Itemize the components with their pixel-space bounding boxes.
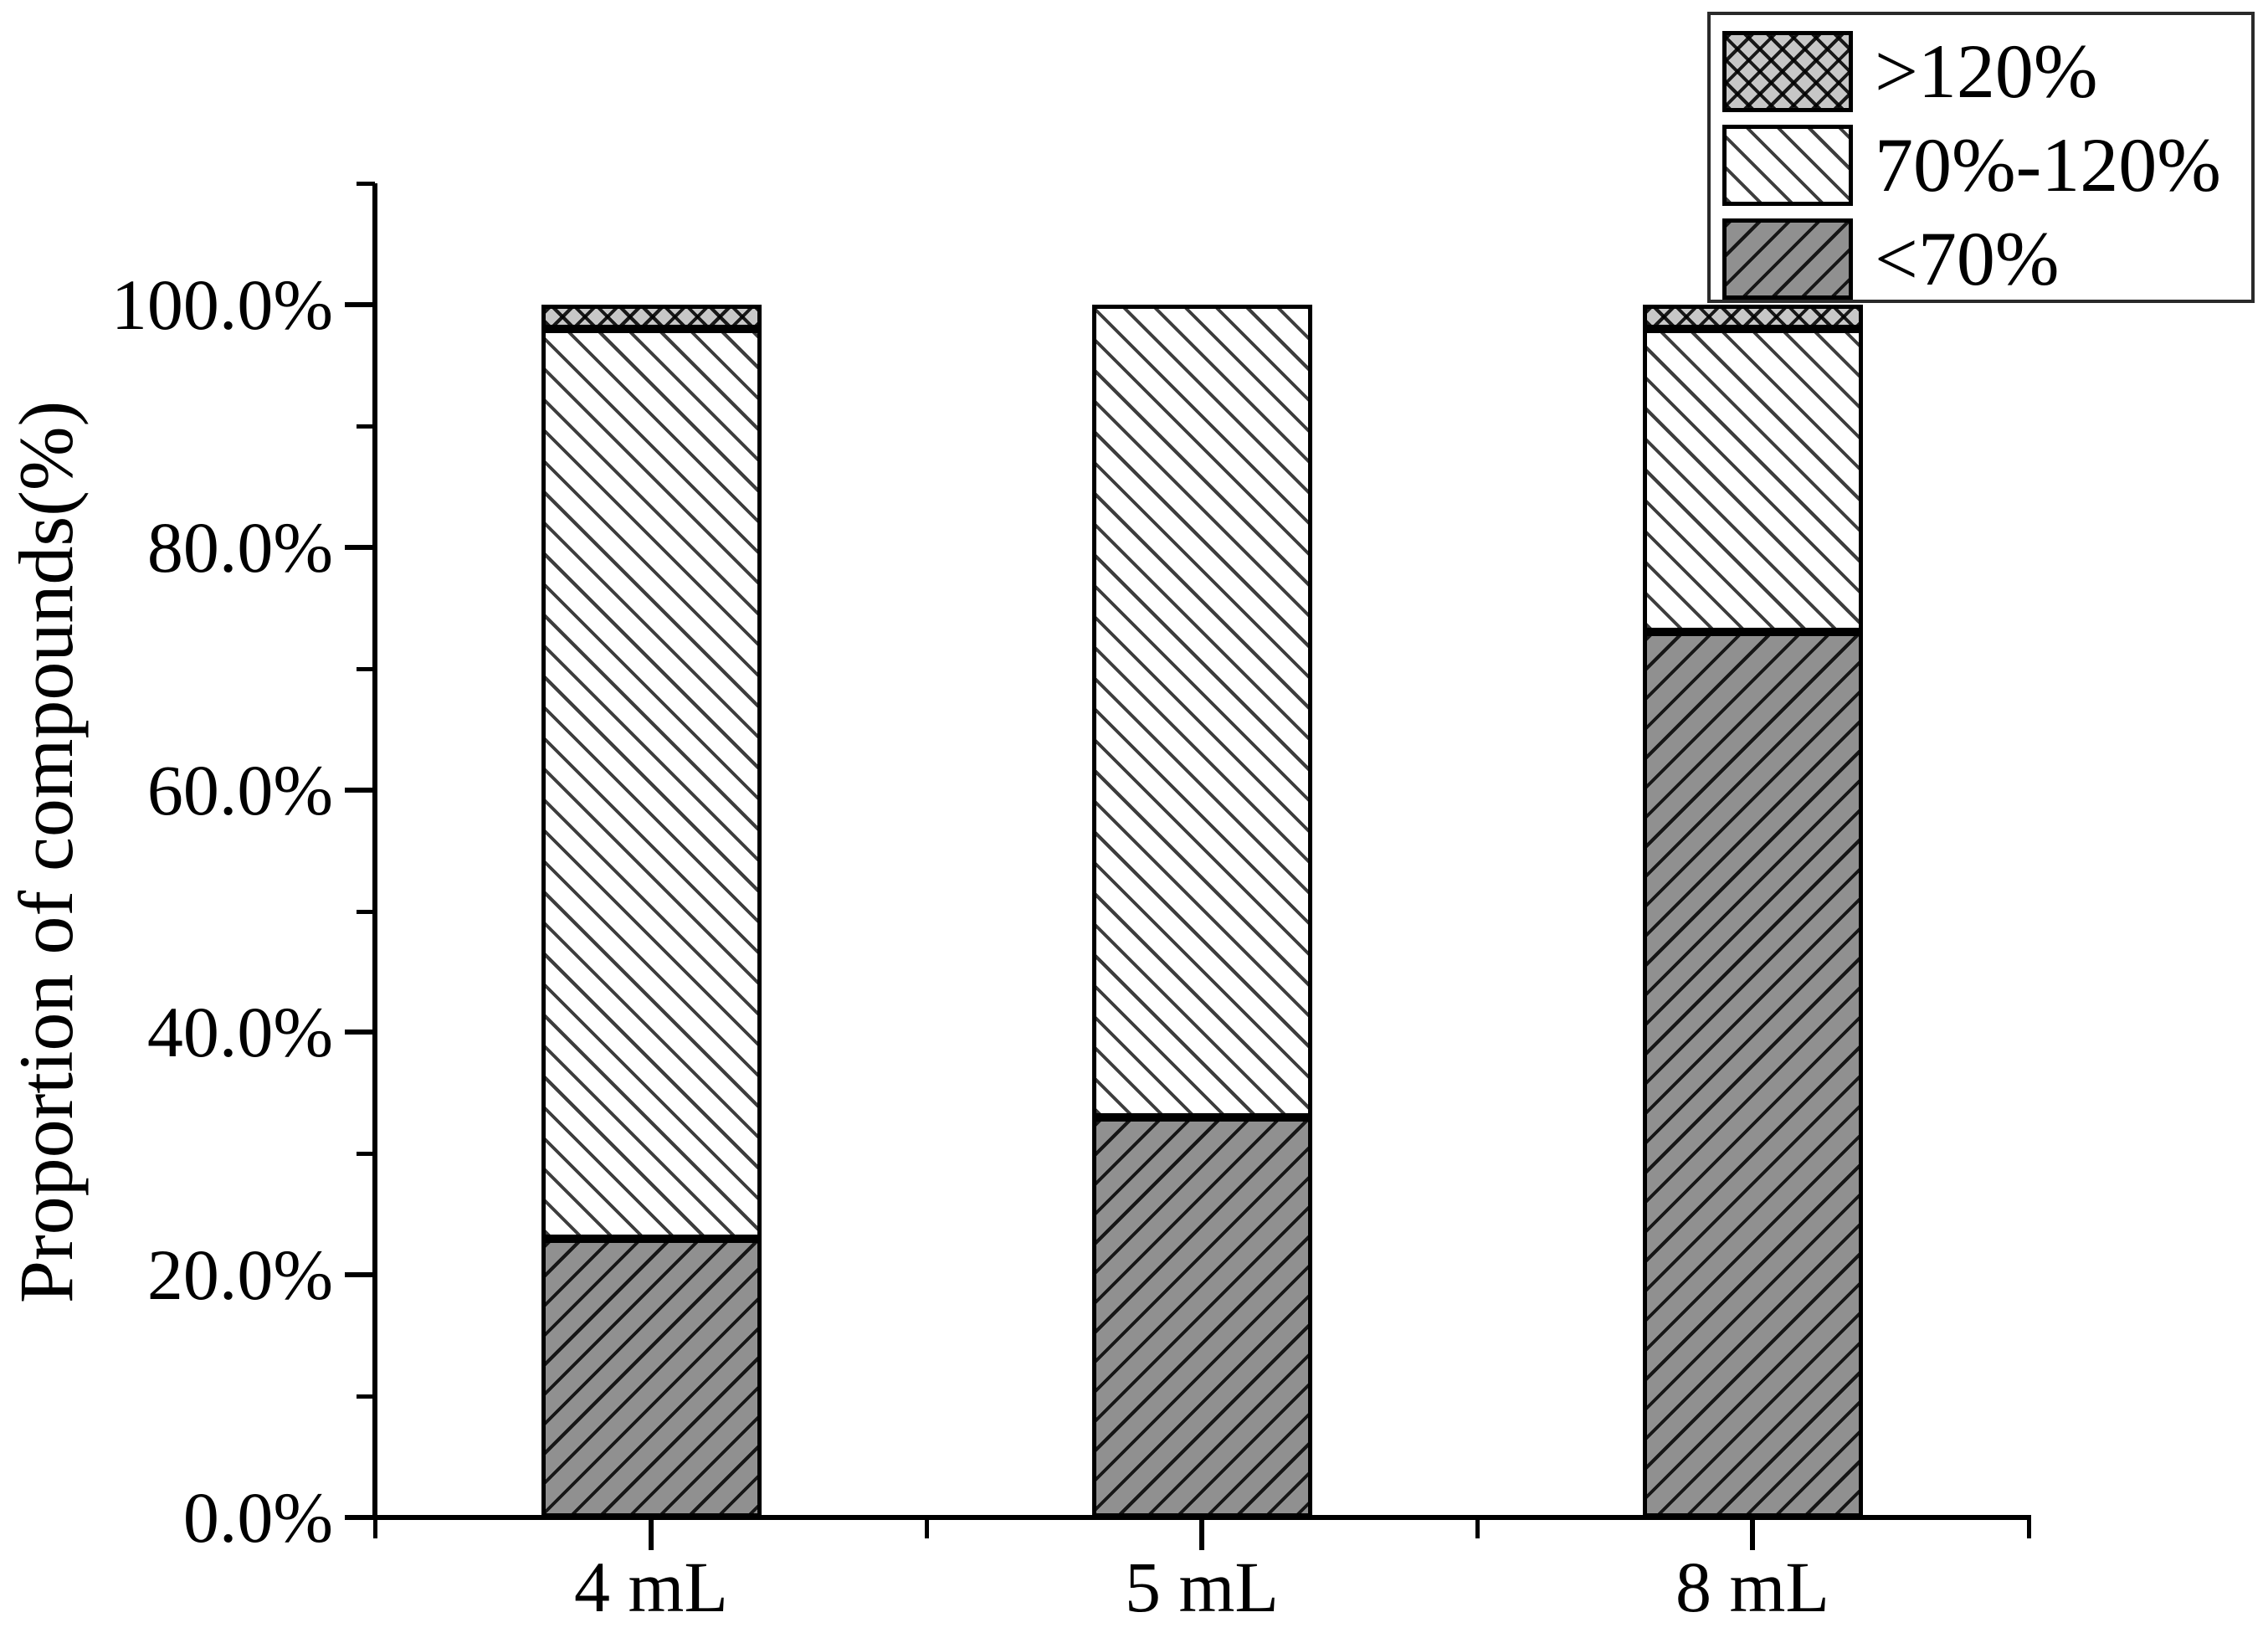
bar-segment-diagonal-down-white bbox=[1642, 328, 1863, 633]
y-tick-label: 80.0% bbox=[146, 506, 333, 588]
x-tick-label: 8 mL bbox=[1675, 1547, 1829, 1627]
y-tick-label: 60.0% bbox=[146, 749, 333, 830]
y-major-tick bbox=[345, 787, 375, 793]
bar-segment-diagonal-down-white bbox=[1091, 305, 1312, 1117]
legend-swatch-crosshatch bbox=[1722, 31, 1853, 112]
y-minor-tick bbox=[357, 1394, 375, 1399]
y-major-tick bbox=[345, 544, 375, 550]
y-minor-tick bbox=[357, 1152, 375, 1157]
y-major-tick bbox=[345, 302, 375, 307]
legend-label-gt120: >120% bbox=[1875, 28, 2098, 114]
bar-segment-diagonal-up-gray bbox=[1642, 632, 1863, 1517]
x-major-tick bbox=[1750, 1520, 1755, 1550]
x-minor-tick bbox=[2026, 1520, 2031, 1538]
y-axis-line bbox=[372, 183, 377, 1520]
x-minor-tick bbox=[1475, 1520, 1480, 1538]
legend-label-70-120: 70%-120% bbox=[1875, 122, 2221, 208]
y-tick-label: 100.0% bbox=[110, 264, 333, 345]
legend-swatch-diagonal-down bbox=[1722, 125, 1853, 206]
y-major-tick bbox=[345, 1272, 375, 1278]
y-tick-label: 0.0% bbox=[182, 1477, 333, 1558]
y-major-tick bbox=[345, 1515, 375, 1520]
y-minor-tick bbox=[357, 424, 375, 429]
bar-segment-diagonal-up-gray bbox=[1091, 1117, 1312, 1517]
bar-segment-diagonal-down-white bbox=[541, 328, 762, 1239]
y-tick-label: 20.0% bbox=[146, 1235, 333, 1316]
bar-segment-diagonal-up-gray bbox=[541, 1238, 762, 1517]
y-major-tick bbox=[345, 1030, 375, 1035]
x-major-tick bbox=[649, 1520, 654, 1550]
x-minor-tick bbox=[924, 1520, 929, 1538]
y-minor-tick bbox=[357, 182, 375, 187]
y-minor-tick bbox=[357, 666, 375, 671]
bar-segment-crosshatch bbox=[1642, 305, 1863, 329]
x-major-tick bbox=[1199, 1520, 1204, 1550]
legend-swatch-diagonal-up bbox=[1722, 218, 1853, 300]
x-minor-tick bbox=[372, 1520, 377, 1538]
legend-label-lt70: <70% bbox=[1875, 216, 2060, 301]
y-minor-tick bbox=[357, 909, 375, 914]
x-tick-label: 4 mL bbox=[574, 1547, 728, 1627]
y-tick-label: 40.0% bbox=[146, 992, 333, 1073]
legend: >120% 70%-120% <70% bbox=[1707, 12, 2255, 303]
x-axis-line bbox=[372, 1515, 2031, 1520]
x-tick-label: 5 mL bbox=[1125, 1547, 1279, 1627]
bar-segment-crosshatch bbox=[541, 305, 762, 329]
